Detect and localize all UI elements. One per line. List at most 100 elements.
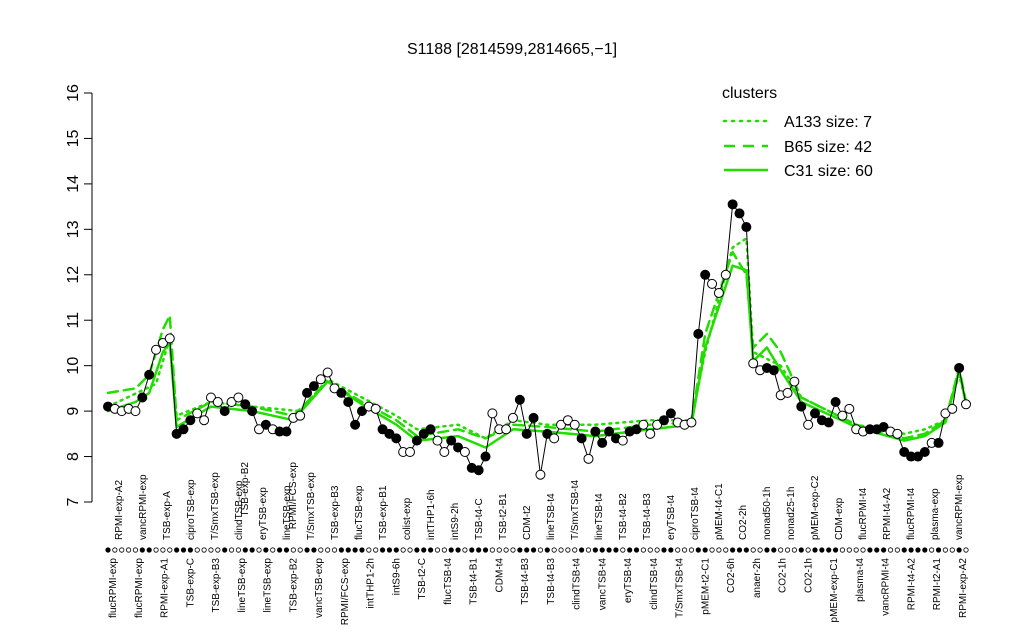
legend: clusters A133 size: 7 B65 size: 42 C31 s… <box>722 85 873 180</box>
expression-profile <box>103 199 971 480</box>
x-tick-label: TSB-exp-A <box>162 491 173 540</box>
data-point-filled <box>665 408 676 419</box>
data-point-open <box>157 337 168 348</box>
strip-dot-filled <box>668 547 674 553</box>
strip-dot-filled <box>311 547 317 553</box>
data-point-open <box>226 397 237 408</box>
data-point-filled <box>700 269 711 280</box>
data-point-filled <box>597 437 608 448</box>
strip-dot-open <box>839 547 846 553</box>
legend-label-a133: A133 size: 7 <box>784 114 872 131</box>
data-point-filled <box>453 442 464 453</box>
data-point-filled <box>350 419 361 430</box>
data-point-open <box>940 408 951 419</box>
condition-labels: RPMI-exp-A2 vancRPMI-exp TSB-exp-A ciproTSB… <box>108 462 969 626</box>
data-point-open <box>947 403 958 414</box>
data-point-open <box>459 447 470 458</box>
strip-dot-open <box>757 547 763 553</box>
strip-dot-open <box>434 547 441 553</box>
strip-dot-filled <box>592 547 598 553</box>
x-tick-label: CDM-exp <box>834 497 845 540</box>
strip-dot-filled <box>901 547 907 553</box>
x-tick-label: eryTSB-t4 <box>666 495 677 540</box>
x-tick-label: pMEM-exp-C2 <box>810 475 821 540</box>
strip-dot-filled <box>915 547 921 553</box>
x-tick-label: vancTSB-t4 <box>597 558 608 611</box>
data-point-filled <box>542 428 553 439</box>
y-tick-label: 9 <box>65 407 82 416</box>
data-point-open <box>205 392 216 403</box>
strip-dot-filled <box>812 547 818 553</box>
strip-dot-open <box>929 547 935 553</box>
strip-dot-open <box>963 547 969 553</box>
strip-dot-open <box>407 547 413 553</box>
x-tick-label: pMEM-exp-C1 <box>829 558 840 623</box>
strip-dot-open <box>537 547 544 553</box>
strip-dot-open <box>723 547 729 553</box>
data-point-open <box>789 376 800 387</box>
x-tick-label: TSB-exp-C <box>185 558 196 607</box>
data-point-open <box>638 419 649 430</box>
data-point-filled <box>528 412 539 423</box>
strip-dot-open <box>551 547 557 553</box>
x-tick-label: ciproTSB-t4 <box>690 487 701 540</box>
data-point-open <box>556 419 567 430</box>
data-point-filled <box>604 426 615 437</box>
data-point-filled <box>514 394 525 405</box>
strip-dot-filled <box>579 547 585 553</box>
data-point-filled <box>954 362 965 373</box>
strip-dot-filled <box>867 547 873 553</box>
strip-dot-filled <box>105 547 111 553</box>
legend-title: clusters <box>722 85 777 102</box>
data-point-open <box>961 399 971 410</box>
x-tick-label: ciproTSB-exp <box>186 479 197 540</box>
data-point-filled <box>418 428 429 439</box>
x-tick-label: pMEM-t2-C1 <box>700 558 711 615</box>
x-tick-label: lineTSB-exp <box>237 558 248 613</box>
strip-dot-open <box>620 547 626 553</box>
data-point-open <box>432 435 443 446</box>
strip-dot-filled <box>174 547 180 553</box>
strip-dot-open <box>441 547 447 553</box>
strip-dot-filled <box>352 547 358 553</box>
data-point-filled <box>823 417 834 428</box>
strip-dot-filled <box>524 547 530 553</box>
strip-dot-open <box>331 547 338 553</box>
x-tick-label: intS9-2h <box>450 503 461 540</box>
x-tick-label: TSB-t2-B1 <box>498 493 509 540</box>
data-point-filled <box>171 428 182 439</box>
x-tick-label: TSB-t4-B3 <box>642 493 653 540</box>
strip-dot-filled <box>386 547 393 553</box>
data-point-filled <box>727 199 738 210</box>
legend-entry-a133: A133 size: 7 <box>722 114 872 131</box>
strip-dot-filled <box>242 547 248 553</box>
data-point-open <box>507 412 518 423</box>
strip-dot-filled <box>139 547 145 553</box>
strip-dot-filled <box>359 547 365 553</box>
strip-dot-open <box>318 547 324 553</box>
data-point-filled <box>796 401 807 412</box>
strip-dot-filled <box>393 547 399 553</box>
x-tick-label: clindTSB-exp <box>234 480 245 540</box>
strip-dot-open <box>784 547 791 553</box>
x-tick-label-overlap: RPMI/FCS-exp <box>288 462 299 530</box>
data-point-filled <box>480 451 491 462</box>
x-tick-label: flucRPMI-t4 <box>858 487 869 540</box>
strip-dot-filled <box>819 547 825 553</box>
data-point-open <box>199 415 210 426</box>
x-tick-label: TSB-t4-B3 <box>520 558 531 605</box>
strip-dot-filled <box>633 547 640 553</box>
x-tick-label: RPMI-t4-A2 <box>906 558 917 611</box>
data-point-open <box>487 408 498 419</box>
data-point-filled <box>391 433 402 444</box>
strip-dot-open <box>572 547 578 553</box>
x-tick-label: colist-exp <box>402 497 413 540</box>
data-point-open <box>439 447 450 458</box>
x-tick-label: CO2-2h <box>738 505 749 540</box>
y-tick-label: 15 <box>65 129 82 147</box>
x-tick-label: RPMI-exp-A2 <box>114 480 125 540</box>
x-tick-label: TSB-exp-B2 <box>288 558 299 613</box>
x-tick-label: flucRPMI-exp <box>134 558 145 618</box>
